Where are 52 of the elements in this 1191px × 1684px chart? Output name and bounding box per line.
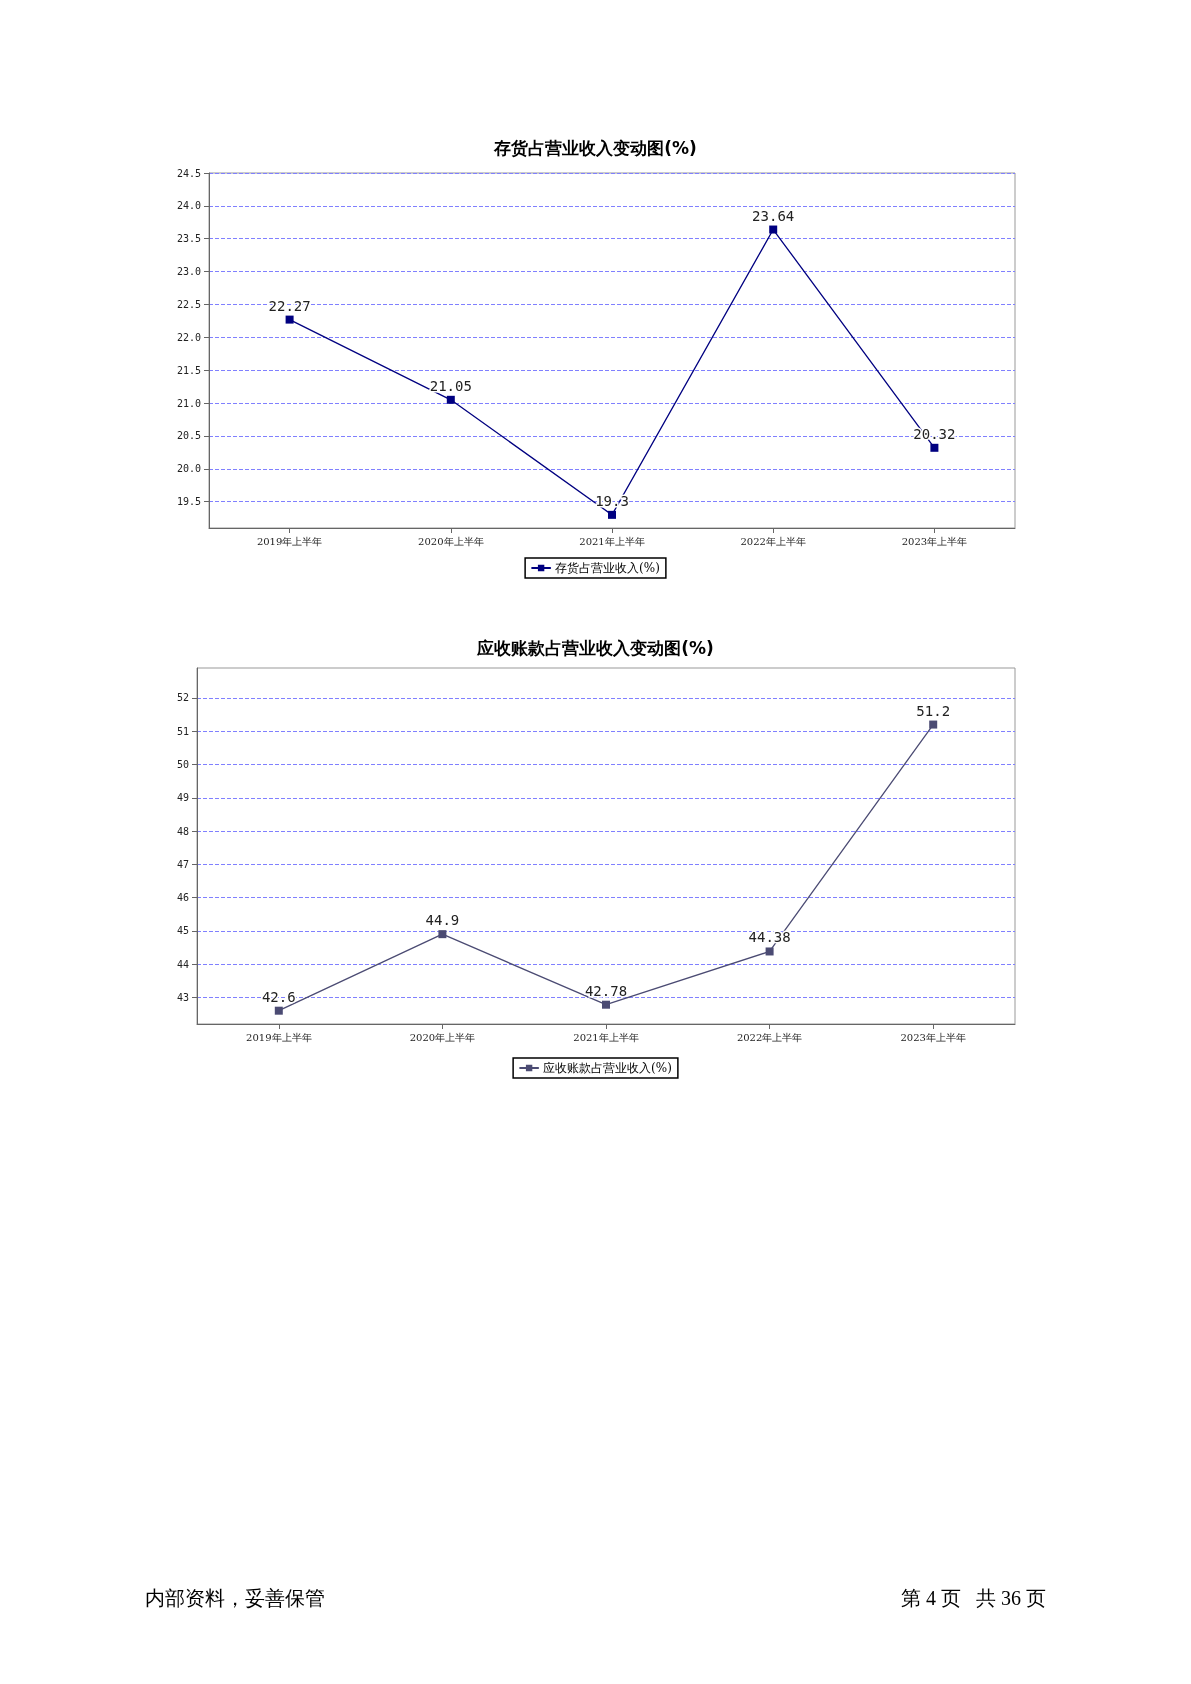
y-tick-label: 47 <box>176 858 189 870</box>
data-label: 51.2 <box>916 702 951 719</box>
y-tick-label: 20.5 <box>176 430 201 442</box>
x-tick-label: 2022年上半年 <box>740 535 806 547</box>
x-tick-label: 2019年上半年 <box>256 535 323 547</box>
point <box>930 443 939 452</box>
text: 内部资料，妥善保管 <box>145 1586 325 1611</box>
point <box>602 1000 610 1009</box>
legend-label: 应收账款占营业收入(%) <box>543 1061 672 1075</box>
x-tick-label: 2019年上半年 <box>246 1031 312 1043</box>
y-tick-label: 43 <box>176 991 189 1003</box>
y-tick-label: 52 <box>176 692 189 704</box>
point <box>285 315 294 324</box>
point <box>438 930 447 939</box>
y-tick-label: 19.5 <box>176 496 201 508</box>
y-tick-label: 23.0 <box>176 266 201 278</box>
point <box>765 947 774 956</box>
y-tick-label: 24.5 <box>176 167 201 179</box>
y-tick-label: 51 <box>176 725 189 737</box>
y-tick-label: 48 <box>176 825 189 837</box>
data-label: 21.05 <box>429 377 472 394</box>
chart-title: 应收账款占营业收入变动图(%) <box>476 637 714 658</box>
data-label: 42.78 <box>584 982 628 999</box>
point <box>929 720 938 729</box>
y-tick-label: 46 <box>176 892 189 904</box>
y-tick-label: 21.0 <box>176 397 201 409</box>
y-tick-label: 20.0 <box>176 463 201 475</box>
y-tick-label: 24.0 <box>176 200 201 212</box>
x-tick-label: 2021年上半年 <box>573 1031 639 1043</box>
data-label: 23.64 <box>752 207 795 224</box>
y-tick-label: 23.5 <box>176 233 201 245</box>
x-tick-label: 2021年上半年 <box>579 535 645 547</box>
point <box>608 510 616 519</box>
text: 第 4 页 共 36 页 <box>901 1586 1046 1611</box>
x-tick-label: 2023年上半年 <box>900 1031 966 1043</box>
data-label: 44.9 <box>425 912 460 929</box>
x-tick-label: 2022年上半年 <box>736 1031 803 1043</box>
point <box>446 395 455 404</box>
point <box>274 1006 283 1015</box>
x-tick-label: 2023年上半年 <box>901 535 968 547</box>
point <box>769 225 778 234</box>
y-tick-label: 45 <box>176 925 189 937</box>
y-tick-label: 21.5 <box>176 364 201 376</box>
y-tick-label: 49 <box>176 792 189 804</box>
chart-title: 存货占营业收入变动图(%) <box>493 137 697 158</box>
y-tick-label: 22.0 <box>176 331 201 343</box>
y-tick-label: 50 <box>176 758 189 770</box>
y-tick-label: 44 <box>176 958 189 970</box>
legend-label: 存货占营业收入(%) <box>555 561 660 575</box>
x-tick-label: 2020年上半年 <box>409 1031 476 1043</box>
x-tick-label: 2020年上半年 <box>418 535 484 547</box>
y-tick-label: 22.5 <box>176 298 201 310</box>
